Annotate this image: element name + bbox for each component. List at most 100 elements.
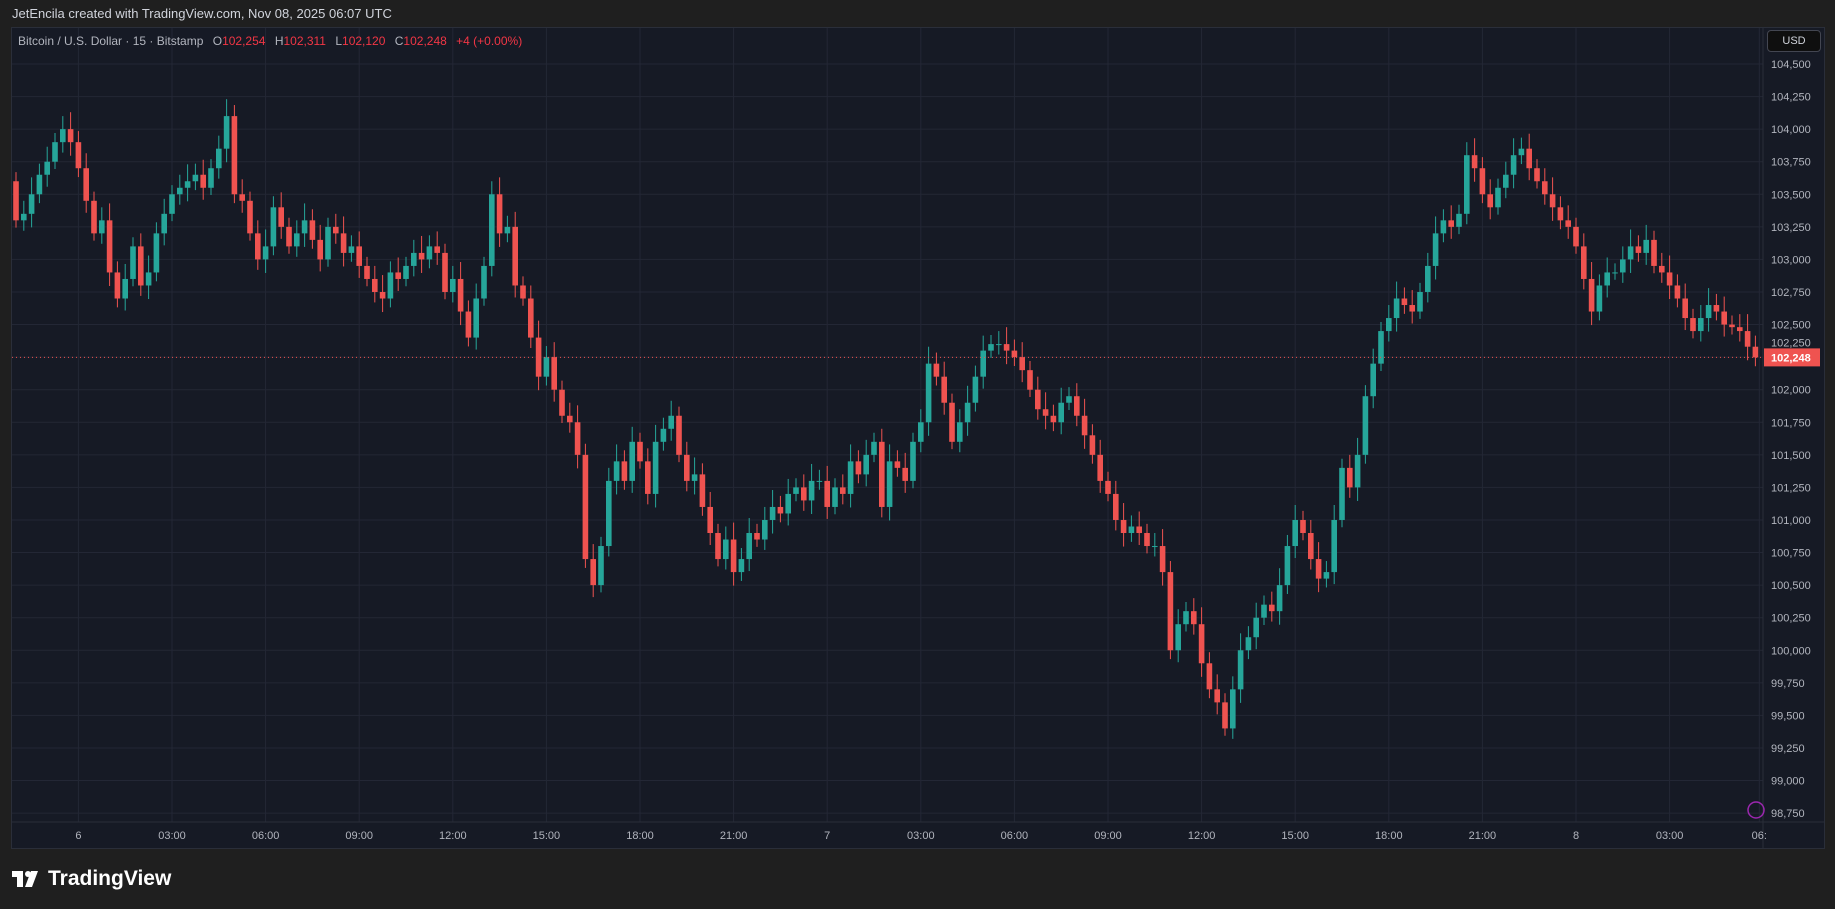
candle-body[interactable]	[910, 441, 916, 481]
candle-body[interactable]	[1292, 519, 1298, 547]
tradingview-logo[interactable]: TradingView	[12, 867, 171, 891]
candle-body[interactable]	[1635, 246, 1642, 253]
candle-body[interactable]	[535, 337, 542, 377]
assistant-icon[interactable]	[1747, 801, 1765, 819]
candle-body[interactable]	[1386, 318, 1392, 332]
candle-body[interactable]	[808, 480, 815, 501]
candle-body[interactable]	[1253, 617, 1259, 638]
candle-body[interactable]	[551, 357, 557, 390]
candle-body[interactable]	[574, 422, 581, 455]
candle-body[interactable]	[301, 220, 308, 234]
candle-body[interactable]	[707, 506, 713, 534]
candle-body[interactable]	[1729, 324, 1735, 328]
candle-body[interactable]	[1003, 344, 1010, 351]
candle-body[interactable]	[1222, 702, 1228, 729]
candle-body[interactable]	[223, 116, 230, 149]
candle-body[interactable]	[816, 480, 823, 482]
candle-body[interactable]	[239, 194, 245, 201]
candle-body[interactable]	[902, 467, 908, 481]
candle-body[interactable]	[738, 559, 745, 573]
candle-body[interactable]	[1323, 572, 1330, 579]
candle-body[interactable]	[1370, 363, 1376, 397]
candle-body[interactable]	[606, 480, 612, 547]
candle-body[interactable]	[1596, 285, 1603, 312]
candle-body[interactable]	[1518, 148, 1525, 156]
candle-body[interactable]	[1620, 259, 1626, 273]
candle-body[interactable]	[192, 174, 199, 182]
candle-body[interactable]	[1159, 546, 1166, 573]
candle-body[interactable]	[1682, 298, 1688, 319]
candle-body[interactable]	[1362, 396, 1369, 455]
candle-body[interactable]	[200, 174, 206, 188]
candle-body[interactable]	[964, 402, 971, 423]
candle-body[interactable]	[1705, 305, 1712, 319]
candle-body[interactable]	[91, 200, 97, 234]
candle-body[interactable]	[372, 278, 378, 292]
candle-body[interactable]	[1674, 285, 1681, 299]
candle-body[interactable]	[411, 252, 417, 266]
candle-body[interactable]	[785, 493, 791, 514]
candle-body[interactable]	[247, 200, 253, 234]
candle-body[interactable]	[1698, 318, 1704, 332]
candle-body[interactable]	[153, 233, 160, 273]
candle-body[interactable]	[1378, 331, 1384, 364]
candle-body[interactable]	[1120, 519, 1127, 534]
candle-body[interactable]	[67, 129, 74, 143]
candle-body[interactable]	[730, 539, 737, 573]
candle-body[interactable]	[106, 220, 113, 273]
candle-body[interactable]	[1011, 350, 1018, 358]
candle-body[interactable]	[145, 272, 152, 286]
candle-body[interactable]	[1245, 637, 1252, 651]
candle-body[interactable]	[496, 194, 503, 234]
candle-body[interactable]	[988, 344, 994, 351]
candle-body[interactable]	[1113, 493, 1119, 520]
candle-body[interactable]	[1315, 559, 1322, 579]
candle-body[interactable]	[1503, 174, 1509, 188]
candle-body[interactable]	[1237, 650, 1244, 690]
candle-body[interactable]	[231, 116, 238, 195]
candle-body[interactable]	[286, 226, 292, 247]
candle-body[interactable]	[1027, 370, 1033, 390]
candle-body[interactable]	[801, 487, 807, 501]
candle-body[interactable]	[559, 389, 565, 416]
candle-body[interactable]	[294, 233, 300, 247]
candle-body[interactable]	[1276, 585, 1283, 612]
candle-body[interactable]	[715, 533, 721, 560]
candle-body[interactable]	[379, 291, 386, 299]
candle-body[interactable]	[645, 461, 651, 494]
candle-body[interactable]	[340, 233, 347, 253]
candle-body[interactable]	[1152, 546, 1158, 548]
candle-body[interactable]	[1214, 689, 1220, 703]
candle-body[interactable]	[1074, 396, 1080, 416]
candle-body[interactable]	[777, 506, 784, 514]
candle-body[interactable]	[723, 539, 729, 560]
candle-body[interactable]	[582, 454, 589, 560]
candle-body[interactable]	[208, 168, 214, 188]
candle-body[interactable]	[528, 298, 534, 338]
candle-body[interactable]	[691, 474, 698, 481]
candle-body[interactable]	[356, 246, 362, 266]
candle-body[interactable]	[1339, 467, 1345, 520]
candle-body[interactable]	[1308, 533, 1314, 560]
candle-body[interactable]	[1019, 357, 1025, 371]
candle-body[interactable]	[1573, 226, 1579, 247]
candle-body[interactable]	[1534, 168, 1540, 182]
candle-body[interactable]	[504, 226, 511, 234]
candle-body[interactable]	[364, 265, 370, 279]
candle-body[interactable]	[1557, 207, 1564, 221]
candle-body[interactable]	[28, 194, 35, 214]
candle-body[interactable]	[1526, 148, 1532, 169]
candle-body[interactable]	[122, 278, 128, 299]
candle-body[interactable]	[426, 246, 433, 260]
candle-body[interactable]	[1409, 305, 1415, 312]
candle-body[interactable]	[457, 278, 464, 312]
candle-body[interactable]	[255, 233, 261, 260]
candle-body[interactable]	[36, 174, 43, 195]
candle-body[interactable]	[1230, 689, 1236, 729]
candle-body[interactable]	[863, 454, 869, 475]
candle-body[interactable]	[1549, 194, 1556, 208]
candle-body[interactable]	[1042, 409, 1049, 416]
candle-body[interactable]	[403, 265, 409, 279]
candle-body[interactable]	[1198, 624, 1205, 664]
